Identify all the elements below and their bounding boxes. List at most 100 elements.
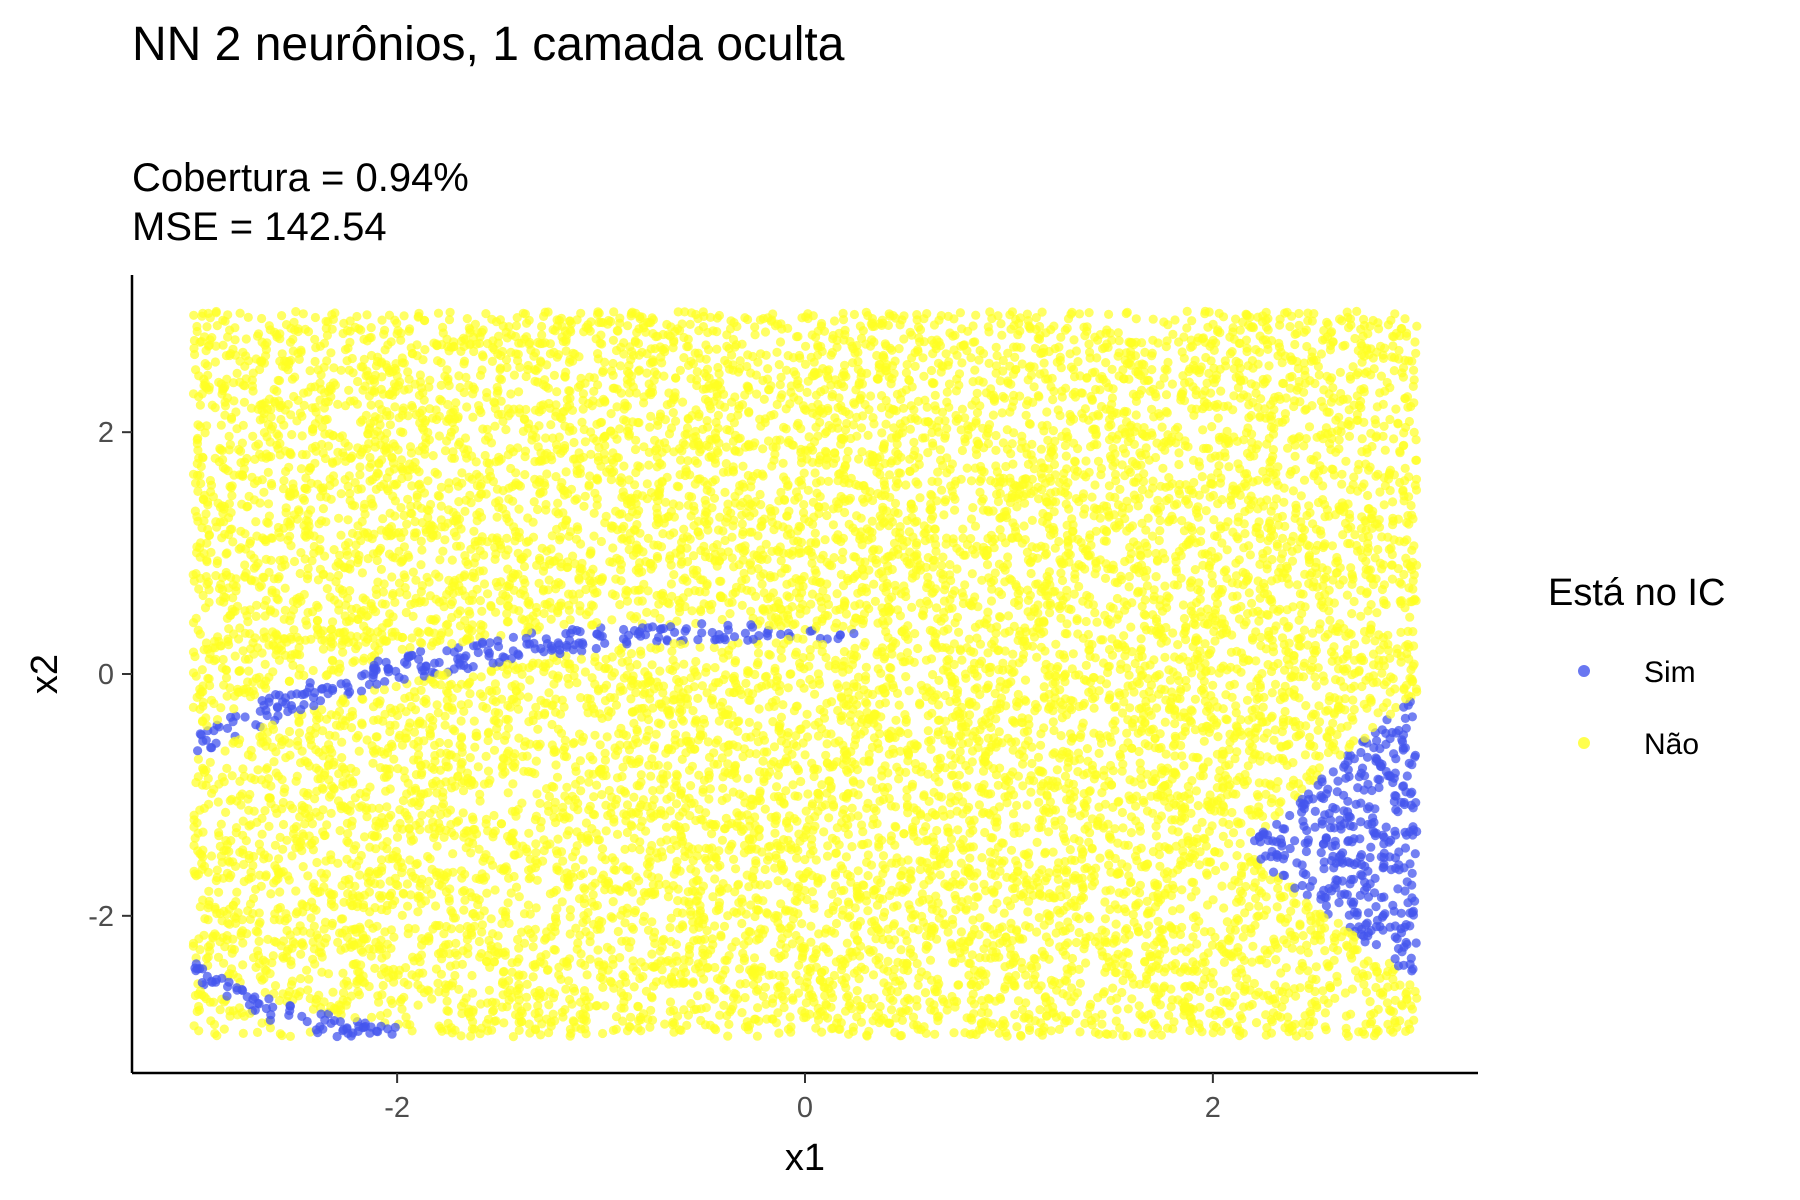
point-nao xyxy=(775,680,785,690)
point-nao xyxy=(1058,823,1069,833)
point-nao xyxy=(1400,314,1410,324)
point-nao xyxy=(1390,995,1400,1006)
point-nao xyxy=(434,431,444,441)
point-nao xyxy=(1037,307,1047,317)
point-nao xyxy=(308,665,318,676)
point-nao xyxy=(968,503,978,513)
point-nao xyxy=(866,391,876,401)
point-nao xyxy=(240,560,250,570)
point-nao xyxy=(546,420,556,430)
point-nao xyxy=(752,1031,763,1041)
point-nao xyxy=(909,437,919,447)
point-nao xyxy=(1062,323,1072,333)
point-nao xyxy=(1279,483,1289,493)
point-nao xyxy=(853,811,863,821)
point-nao xyxy=(968,915,978,925)
point-nao xyxy=(589,508,599,518)
point-nao xyxy=(1153,338,1163,348)
point-nao xyxy=(1026,568,1036,579)
point-nao xyxy=(901,368,912,378)
point-nao xyxy=(344,365,354,375)
point-nao xyxy=(220,401,231,411)
point-nao xyxy=(420,345,430,355)
point-nao xyxy=(1345,374,1356,384)
point-nao xyxy=(374,803,384,814)
point-nao xyxy=(285,337,296,347)
point-nao xyxy=(434,1021,444,1031)
point-nao xyxy=(731,864,741,874)
point-nao xyxy=(826,729,836,739)
point-nao xyxy=(934,675,944,686)
point-nao xyxy=(535,487,546,497)
point-nao xyxy=(1048,847,1058,857)
point-nao xyxy=(1007,936,1017,946)
point-nao xyxy=(841,852,852,862)
point-nao xyxy=(602,732,612,742)
point-nao xyxy=(1040,849,1050,859)
point-nao xyxy=(1127,994,1137,1004)
point-nao xyxy=(1155,526,1165,536)
point-nao xyxy=(325,592,335,602)
point-nao xyxy=(721,985,731,995)
point-nao xyxy=(1107,364,1117,374)
point-nao xyxy=(954,770,965,780)
point-nao xyxy=(754,704,764,714)
point-nao xyxy=(631,688,641,698)
point-nao xyxy=(1216,1026,1226,1036)
point-nao xyxy=(1062,464,1072,474)
point-nao xyxy=(260,659,270,670)
point-nao xyxy=(1105,492,1115,502)
point-nao xyxy=(578,855,588,865)
point-nao xyxy=(404,814,414,824)
point-nao xyxy=(799,500,809,510)
point-sim xyxy=(1310,806,1320,817)
point-nao xyxy=(1163,357,1173,367)
point-nao xyxy=(909,657,919,668)
point-nao xyxy=(991,461,1001,471)
chart-title: NN 2 neurônios, 1 camada oculta xyxy=(132,18,845,71)
point-nao xyxy=(403,901,413,911)
point-nao xyxy=(824,813,834,823)
point-nao xyxy=(773,876,783,886)
point-nao xyxy=(847,1004,857,1014)
point-nao xyxy=(1182,306,1192,316)
point-nao xyxy=(425,854,435,864)
point-nao xyxy=(945,809,955,820)
point-nao xyxy=(738,461,748,471)
point-nao xyxy=(474,936,484,947)
point-nao xyxy=(962,463,972,473)
point-nao xyxy=(328,987,338,997)
point-nao xyxy=(1084,308,1094,318)
point-nao xyxy=(950,618,960,628)
point-nao xyxy=(1001,461,1011,472)
point-nao xyxy=(947,770,957,781)
point-nao xyxy=(991,445,1001,455)
point-nao xyxy=(463,949,473,959)
point-nao xyxy=(475,689,485,699)
point-nao xyxy=(811,855,821,865)
point-sim xyxy=(1319,857,1329,867)
point-nao xyxy=(193,445,203,455)
point-nao xyxy=(1191,886,1201,896)
point-sim xyxy=(1334,898,1344,908)
point-nao xyxy=(501,425,511,435)
point-sim xyxy=(390,1022,400,1032)
point-nao xyxy=(289,556,300,567)
point-nao xyxy=(379,579,389,589)
point-nao xyxy=(1244,588,1254,598)
point-nao xyxy=(230,651,240,661)
point-nao xyxy=(224,431,234,441)
point-nao xyxy=(362,310,372,320)
point-nao xyxy=(608,370,618,380)
point-nao xyxy=(1239,519,1249,529)
point-nao xyxy=(1010,352,1020,362)
point-nao xyxy=(514,892,524,902)
point-nao xyxy=(612,829,623,840)
point-nao xyxy=(1246,827,1256,837)
point-nao xyxy=(1230,754,1240,764)
point-nao xyxy=(430,467,440,477)
point-nao xyxy=(935,870,945,880)
point-nao xyxy=(1214,308,1224,318)
point-nao xyxy=(218,340,228,350)
point-nao xyxy=(1087,881,1097,891)
